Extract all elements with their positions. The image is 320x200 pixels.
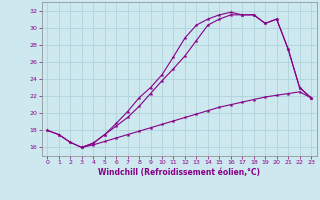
X-axis label: Windchill (Refroidissement éolien,°C): Windchill (Refroidissement éolien,°C) [98, 168, 260, 177]
